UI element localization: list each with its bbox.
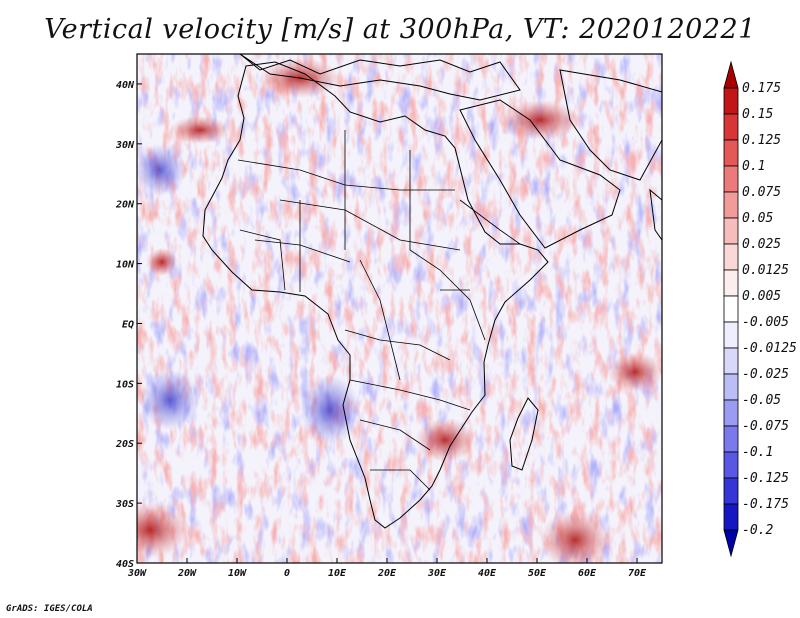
lat-tick-label: 30S — [115, 499, 134, 510]
chart-title: Vertical velocity [m/s] at 300hPa, VT: 2… — [44, 14, 756, 45]
lon-tick-label: 50E — [528, 568, 547, 579]
credit-text: GrADS: IGES/COLA — [6, 604, 93, 614]
velocity-field — [137, 54, 662, 563]
colorbar-label: -0.05 — [742, 393, 781, 408]
colorbar-segment — [723, 165, 739, 193]
coastlines — [202, 54, 662, 529]
colorbar-label: -0.1 — [742, 445, 773, 460]
colorbar-segment — [723, 217, 739, 245]
lon-tick-label: 70E — [628, 568, 647, 579]
lon-tick-group: 30W 20W 10W 0 10E 20E 30E 40E 50E 60E 70E — [127, 558, 647, 579]
colorbar-segment — [723, 425, 739, 453]
colorbar-label: -0.075 — [742, 419, 789, 434]
colorbar-label: -0.175 — [742, 497, 789, 512]
colorbar-segment — [723, 373, 739, 401]
colorbar-segment — [723, 87, 739, 115]
colorbar-label: -0.2 — [742, 523, 773, 538]
colorbar-label: 0.0125 — [742, 263, 789, 278]
lon-tick-label: 10E — [328, 568, 347, 579]
colorbar-label: 0.005 — [742, 289, 781, 304]
colorbar-segment — [723, 113, 739, 141]
colorbar-label: -0.0125 — [742, 341, 797, 356]
colorbar-label: -0.025 — [742, 367, 789, 382]
lat-tick-label: 40S — [116, 559, 134, 570]
lon-tick-label: 30W — [127, 568, 147, 579]
colorbar-label: 0.075 — [742, 185, 781, 200]
colorbar-label: 0.05 — [742, 211, 773, 226]
colorbar-segment — [723, 399, 739, 427]
lat-tick-label: 10S — [116, 379, 134, 390]
colorbar-segment — [723, 477, 739, 505]
arabia-coastline — [459, 99, 621, 249]
colorbar-segment — [723, 295, 739, 323]
hotspots — [137, 58, 662, 563]
lat-tick-label: 40N — [116, 80, 135, 91]
lon-tick-label: 0 — [284, 568, 290, 579]
colorbar-label: 0.1 — [742, 159, 765, 174]
country-borders — [237, 130, 521, 491]
india-coastline — [649, 188, 662, 241]
colorbar-label: -0.005 — [742, 315, 789, 330]
lat-tick-label: 30N — [115, 140, 135, 151]
colorbar-label: -0.125 — [742, 471, 789, 486]
lon-tick-label: 60E — [578, 568, 597, 579]
colorbar-segment — [723, 529, 739, 558]
lon-tick-label: 30E — [427, 568, 447, 579]
colorbar-segment — [723, 503, 739, 531]
lat-tick-group: 40N 30N 20N 10N EQ 10S 20S 30S 40S — [115, 80, 142, 570]
colorbar-segment — [723, 347, 739, 375]
colorbar-segment — [723, 60, 739, 89]
colorbar-segment — [723, 451, 739, 479]
lon-tick-label: 20W — [177, 568, 197, 579]
colorbar-segment — [723, 269, 739, 297]
lon-tick-label: 20E — [377, 568, 397, 579]
persia-coastline — [559, 69, 662, 181]
colorbar-label: 0.125 — [742, 133, 781, 148]
colorbar-segment — [723, 243, 739, 271]
colorbar-segment — [723, 139, 739, 167]
colorbar-segment — [723, 191, 739, 219]
colorbar-label: 0.175 — [742, 81, 781, 96]
lon-tick-label: 40E — [478, 568, 497, 579]
africa-coastline — [202, 61, 549, 529]
colorbar-label: 0.15 — [742, 107, 773, 122]
colorbar-label: 0.025 — [742, 237, 781, 252]
lat-tick-label: EQ — [122, 319, 134, 330]
madagascar-coastline — [509, 397, 539, 471]
lat-tick-label: 10N — [116, 260, 135, 271]
colorbar-segment — [723, 321, 739, 349]
colorbar: 0.175 0.15 0.125 0.1 0.075 0.05 0.025 0.0125 0.0… — [723, 60, 797, 558]
lat-tick-label: 20S — [115, 439, 134, 450]
lon-tick-label: 10W — [228, 568, 247, 579]
lat-tick-label: 20N — [115, 200, 135, 211]
europe-coastline — [239, 54, 521, 101]
plot-frame — [136, 53, 663, 564]
